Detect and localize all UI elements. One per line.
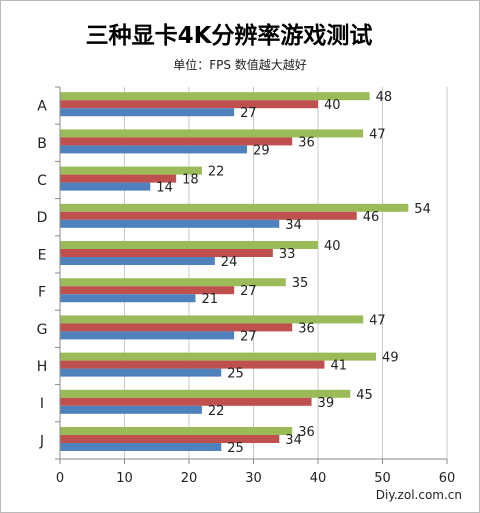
data-label: 22 xyxy=(208,404,225,419)
x-tick-label: 20 xyxy=(181,471,198,486)
data-label: 27 xyxy=(240,329,257,344)
category-label-B: B xyxy=(37,136,47,152)
data-label: 48 xyxy=(376,90,393,105)
bars xyxy=(60,92,409,452)
category-label-E: E xyxy=(38,247,47,263)
bar-B-3 xyxy=(60,145,248,154)
data-label: 36 xyxy=(298,425,315,440)
x-tick-label: 60 xyxy=(439,471,456,486)
data-label: 45 xyxy=(356,388,373,403)
category-label-F: F xyxy=(38,285,46,301)
data-label: 21 xyxy=(201,292,218,307)
data-label: 34 xyxy=(285,218,302,233)
data-label: 47 xyxy=(369,313,386,328)
bar-A-3 xyxy=(60,108,235,117)
bar-D-1 xyxy=(60,203,409,212)
bar-F-1 xyxy=(60,278,286,287)
bar-B-2 xyxy=(60,137,293,146)
data-label: 18 xyxy=(182,173,199,188)
bar-H-2 xyxy=(60,360,325,369)
axes: 0 10 20 30 40 50 60 A B C D E F G H I J xyxy=(37,86,456,486)
bar-G-2 xyxy=(60,323,293,332)
bar-B-1 xyxy=(60,129,364,138)
category-label-A: A xyxy=(37,99,47,115)
bar-D-2 xyxy=(60,211,357,220)
category-label-I: I xyxy=(40,396,44,412)
bar-E-3 xyxy=(60,257,215,266)
category-label-J: J xyxy=(39,433,44,449)
bar-I-1 xyxy=(60,389,351,398)
data-label: 40 xyxy=(324,239,341,254)
bar-G-1 xyxy=(60,315,364,324)
bar-F-2 xyxy=(60,286,235,295)
data-labels: 48 40 27 47 36 29 22 18 14 54 46 34 40 33 24 35 27 21 47 36… xyxy=(156,90,431,456)
bar-F-3 xyxy=(60,294,196,303)
source-footer: Diy.zol.com.cn xyxy=(375,488,462,502)
data-label: 36 xyxy=(298,321,315,336)
bar-G-3 xyxy=(60,331,235,340)
data-label: 39 xyxy=(318,396,335,411)
data-label: 24 xyxy=(221,255,238,270)
bar-H-1 xyxy=(60,352,377,361)
data-label: 46 xyxy=(363,210,380,225)
category-label-G: G xyxy=(37,322,48,338)
data-label: 22 xyxy=(208,165,225,180)
bar-J-1 xyxy=(60,427,293,436)
data-label: 47 xyxy=(369,127,386,142)
bar-A-2 xyxy=(60,100,318,109)
data-label: 33 xyxy=(279,247,296,262)
x-tick-label: 30 xyxy=(245,471,262,486)
data-label: 41 xyxy=(330,359,347,374)
data-label: 27 xyxy=(240,106,257,121)
bar-H-3 xyxy=(60,368,222,377)
data-label: 25 xyxy=(227,441,244,456)
x-tick-label: 40 xyxy=(310,471,327,486)
bar-C-1 xyxy=(60,166,202,175)
bar-J-3 xyxy=(60,443,222,452)
data-label: 36 xyxy=(298,135,315,150)
x-tick-label: 0 xyxy=(56,471,64,486)
bar-I-2 xyxy=(60,397,312,406)
bar-A-1 xyxy=(60,92,370,101)
bar-I-3 xyxy=(60,405,202,414)
data-label: 34 xyxy=(285,433,302,448)
data-label: 40 xyxy=(324,98,341,113)
data-label: 29 xyxy=(253,143,270,158)
x-tick-label: 10 xyxy=(116,471,133,486)
chart-title: 三种显卡4K分辨率游戏测试 xyxy=(85,23,373,49)
category-label-D: D xyxy=(37,210,48,226)
bar-E-1 xyxy=(60,241,318,250)
data-label: 27 xyxy=(240,284,257,299)
bar-D-3 xyxy=(60,219,280,228)
data-label: 49 xyxy=(382,351,399,366)
bar-J-2 xyxy=(60,435,280,444)
data-label: 25 xyxy=(227,367,244,382)
chart-subtitle: 单位：FPS 数值越大越好 xyxy=(173,58,307,72)
data-label: 35 xyxy=(292,276,309,291)
x-tick-label: 50 xyxy=(374,471,391,486)
bar-E-2 xyxy=(60,249,273,258)
data-label: 54 xyxy=(414,202,431,217)
category-label-H: H xyxy=(37,359,48,375)
bar-C-2 xyxy=(60,174,177,183)
bar-C-3 xyxy=(60,182,151,191)
category-label-C: C xyxy=(37,173,47,189)
data-label: 14 xyxy=(156,181,173,196)
